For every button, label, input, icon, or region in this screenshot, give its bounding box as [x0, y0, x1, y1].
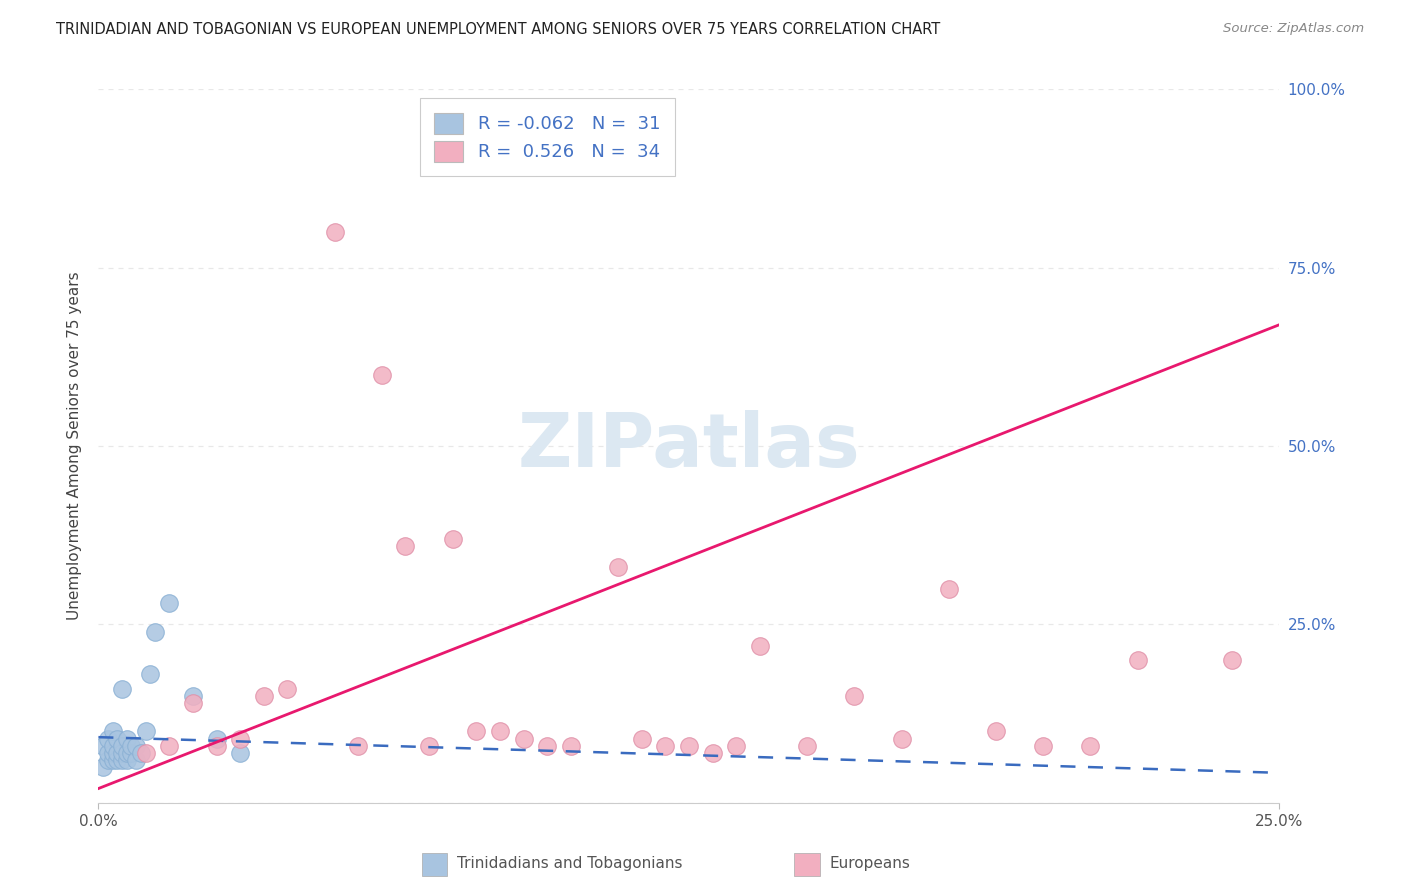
Point: [796, 739, 818, 753]
Point: [115, 746, 138, 760]
Point: [121, 739, 143, 753]
Point: [111, 746, 134, 760]
Point: [135, 724, 157, 739]
Point: [418, 739, 440, 753]
Point: [205, 739, 228, 753]
Point: [181, 696, 204, 710]
Point: [702, 746, 724, 760]
Point: [489, 724, 512, 739]
Point: [97, 753, 120, 767]
Point: [938, 582, 960, 596]
Point: [394, 539, 416, 553]
Point: [125, 739, 148, 753]
Point: [157, 596, 180, 610]
Point: [630, 731, 652, 746]
Point: [97, 746, 120, 760]
Point: [371, 368, 394, 382]
Point: [181, 689, 204, 703]
Point: [101, 739, 124, 753]
Point: [229, 731, 252, 746]
Point: [105, 753, 128, 767]
Point: [101, 746, 124, 760]
Point: [560, 739, 582, 753]
Text: ZIPatlas: ZIPatlas: [517, 409, 860, 483]
Point: [91, 739, 114, 753]
Point: [101, 724, 124, 739]
Point: [121, 746, 143, 760]
Point: [678, 739, 700, 753]
Point: [115, 753, 138, 767]
Point: [725, 739, 748, 753]
Text: Source: ZipAtlas.com: Source: ZipAtlas.com: [1223, 22, 1364, 36]
Point: [115, 731, 138, 746]
Point: [844, 689, 866, 703]
Point: [465, 724, 488, 739]
Point: [143, 624, 166, 639]
Point: [111, 739, 134, 753]
Text: TRINIDADIAN AND TOBAGONIAN VS EUROPEAN UNEMPLOYMENT AMONG SENIORS OVER 75 YEARS : TRINIDADIAN AND TOBAGONIAN VS EUROPEAN U…: [56, 22, 941, 37]
Point: [125, 753, 148, 767]
Point: [105, 731, 128, 746]
Point: [512, 731, 534, 746]
Point: [97, 731, 120, 746]
Point: [748, 639, 770, 653]
Point: [276, 681, 298, 696]
Point: [984, 724, 1007, 739]
Point: [441, 532, 464, 546]
Point: [253, 689, 276, 703]
Point: [1126, 653, 1149, 667]
Point: [111, 753, 134, 767]
Point: [205, 731, 228, 746]
Point: [347, 739, 370, 753]
Point: [91, 760, 114, 774]
Point: [111, 681, 134, 696]
Point: [1032, 739, 1054, 753]
Point: [229, 746, 252, 760]
Point: [135, 746, 157, 760]
Point: [157, 739, 180, 753]
Point: [139, 667, 162, 681]
Legend: R = -0.062   N =  31, R =  0.526   N =  34: R = -0.062 N = 31, R = 0.526 N = 34: [420, 98, 675, 176]
Point: [1220, 653, 1243, 667]
Point: [105, 746, 128, 760]
Point: [129, 746, 152, 760]
Text: Europeans: Europeans: [830, 856, 911, 871]
Point: [323, 225, 346, 239]
Text: Trinidadians and Tobagonians: Trinidadians and Tobagonians: [457, 856, 682, 871]
Point: [607, 560, 630, 574]
Point: [654, 739, 676, 753]
Point: [1080, 739, 1102, 753]
Y-axis label: Unemployment Among Seniors over 75 years: Unemployment Among Seniors over 75 years: [67, 272, 83, 620]
Point: [536, 739, 558, 753]
Point: [890, 731, 912, 746]
Point: [101, 753, 124, 767]
